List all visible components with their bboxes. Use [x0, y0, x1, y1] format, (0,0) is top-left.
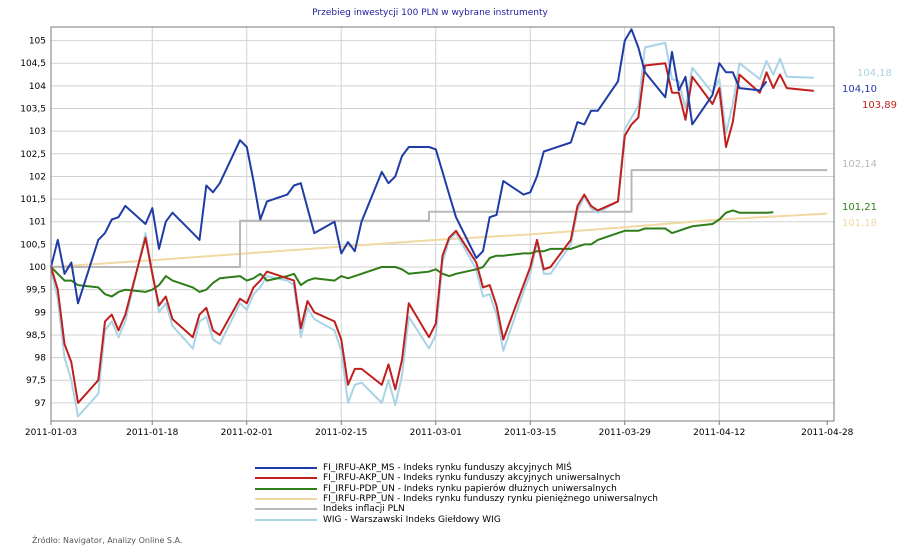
legend-label: FI_IRFU-PDP_UN - Indeks rynku papierów d… [323, 483, 617, 494]
x-tick-label: 2011-03-15 [504, 428, 556, 438]
x-tick-label: 2011-04-12 [693, 428, 745, 438]
end-label: 101,18 [842, 218, 877, 229]
legend-swatch [255, 477, 317, 480]
y-tick-label: 98,5 [26, 331, 46, 341]
legend-item: FI_IRFU-PDP_UN - Indeks rynku papierów d… [255, 484, 658, 494]
y-tick-label: 97,5 [26, 376, 46, 386]
x-tick-label: 2011-03-29 [599, 428, 652, 438]
x-tick-label: 2011-04-28 [801, 428, 854, 438]
x-tick-label: 2011-02-15 [315, 428, 367, 438]
y-tick-label: 104,5 [20, 59, 46, 69]
x-tick-label: 2011-02-01 [221, 428, 273, 438]
end-label: 104,10 [842, 84, 877, 95]
series-lines [50, 28, 828, 418]
series-line-0 [50, 28, 768, 305]
legend-swatch [255, 518, 317, 521]
legend-label: FI_IRFU-AKP_MS - Indeks rynku funduszy a… [323, 463, 572, 474]
grid [51, 27, 834, 421]
legend-item: Indeks inflacji PLN [255, 504, 658, 514]
legend-item: FI_IRFU-AKP_MS - Indeks rynku funduszy a… [255, 463, 658, 473]
y-tick-label: 97 [35, 399, 46, 409]
chart-title: Przebieg inwestycji 100 PLN w wybrane in… [312, 8, 548, 18]
y-tick-label: 98 [35, 354, 47, 364]
y-tick-label: 101 [29, 218, 46, 228]
y-tick-label: 105 [29, 37, 46, 47]
y-tick-label: 103,5 [20, 105, 46, 115]
series-line-4 [51, 169, 828, 268]
series-line-5 [50, 41, 814, 418]
legend-label: WIG - Warszawski Indeks Giełdowy WIG [323, 514, 501, 525]
legend-label: Indeks inflacji PLN [323, 504, 405, 515]
x-tick-label: 2011-01-03 [25, 428, 77, 438]
legend-label: FI_IRFU-RPP_UN - Indeks rynku funduszy r… [323, 494, 659, 505]
y-axis-ticks: 97 97,5 98 98,5 99 99,5 100 100,5 101 101,5 102 102… [20, 37, 46, 409]
legend-swatch [255, 467, 317, 470]
source-note: Źródło: Navigator, Analizy Online S.A. [32, 536, 183, 545]
legend-item: WIG - Warszawski Indeks Giełdowy WIG [255, 514, 658, 525]
series-line-2 [50, 209, 774, 298]
y-tick-label: 103 [29, 127, 46, 137]
end-label: 102,14 [842, 159, 877, 170]
y-tick-label: 99 [35, 308, 47, 318]
legend-swatch [255, 487, 317, 490]
legend-swatch [255, 508, 317, 511]
series-line-1 [50, 62, 814, 404]
x-tick-label: 2011-03-01 [410, 428, 462, 438]
end-labels: 104,10 103,89 101,21 101,18 102,14 104,18 [842, 68, 897, 229]
legend-item: FI_IRFU-RPP_UN - Indeks rynku funduszy r… [255, 494, 658, 504]
y-tick-label: 102 [29, 172, 46, 182]
end-label: 101,21 [842, 202, 877, 213]
legend-swatch [255, 498, 317, 501]
x-axis-ticks: 2011-01-03 2011-01-18 2011-02-01 2011-02-15… [25, 421, 854, 438]
end-label: 103,89 [862, 100, 897, 111]
end-label: 104,18 [857, 68, 892, 79]
y-tick-label: 101,5 [20, 195, 46, 205]
y-tick-label: 100,5 [20, 240, 46, 250]
y-tick-label: 99,5 [26, 286, 46, 296]
plot-frame [50, 26, 835, 422]
y-tick-label: 100 [29, 263, 46, 273]
legend-label: FI_IRFU-AKP_UN - Indeks rynku funduszy a… [323, 473, 621, 484]
y-tick-label: 104 [29, 82, 46, 92]
y-tick-label: 102,5 [20, 150, 46, 160]
series-line-3 [50, 212, 828, 268]
legend-item: FI_IRFU-AKP_UN - Indeks rynku funduszy a… [255, 473, 658, 483]
legend: FI_IRFU-AKP_MS - Indeks rynku funduszy a… [255, 463, 658, 525]
x-tick-label: 2011-01-18 [126, 428, 179, 438]
